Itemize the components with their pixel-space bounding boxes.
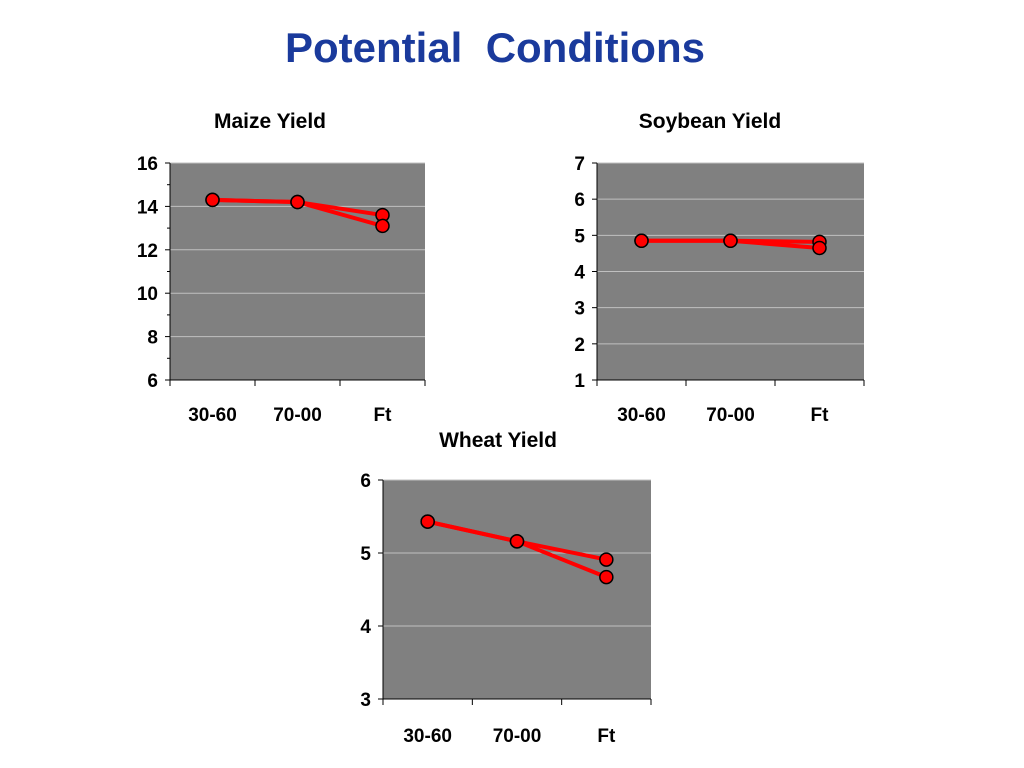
soybean-y-tick-label: 2	[574, 335, 585, 356]
wheat-series-1-point	[599, 552, 614, 567]
wheat-series-2-point	[509, 534, 525, 549]
soybean-category-label: Ft	[811, 405, 830, 426]
soybean-series-2-point	[723, 233, 738, 249]
maize-category-label: Ft	[374, 405, 393, 426]
soybean-chart: 1 2 3 4 5 6 7 30-60 70-00 Ft Soybean Yield	[574, 110, 865, 426]
soybean-y-tick-label: 4	[574, 263, 585, 284]
wheat-series-2-point	[420, 514, 435, 529]
wheat-plot-area	[383, 480, 651, 699]
wheat-series-2-point	[599, 569, 614, 585]
wheat-y-tick-label: 6	[360, 471, 371, 492]
soybean-y-tick-label: 3	[574, 299, 585, 320]
maize-y-tick-label: 8	[147, 328, 158, 349]
maize-series-2-point	[375, 218, 390, 234]
maize-y-tick-label: 12	[137, 241, 158, 262]
soybean-y-tick-label: 7	[574, 154, 585, 175]
maize-chart: 6 8 10 12 14 16 30-60 70-00 Ft Maize Yield	[137, 110, 426, 426]
slide-title: Potential Conditions	[285, 24, 705, 71]
soybean-y-tick-label: 5	[574, 226, 585, 247]
wheat-y-tick-label: 4	[360, 617, 371, 638]
soybean-title: Soybean Yield	[639, 110, 781, 133]
maize-y-tick-label: 14	[137, 197, 159, 218]
soybean-category-label: 70-00	[706, 405, 755, 426]
wheat-category-label: 70-00	[493, 726, 542, 747]
wheat-y-tick-label: 3	[360, 690, 371, 711]
maize-series-2-point	[290, 194, 305, 210]
maize-y-tick-label: 6	[147, 371, 158, 392]
soybean-category-label: 30-60	[617, 405, 666, 426]
maize-y-tick-label: 10	[137, 284, 158, 305]
maize-category-label: 70-00	[273, 405, 322, 426]
wheat-chart: 3 4 5 6 30-60 70-00 Ft Wheat Yield	[360, 429, 652, 747]
wheat-category-label: 30-60	[403, 726, 452, 747]
wheat-title: Wheat Yield	[439, 429, 557, 452]
maize-title: Maize Yield	[214, 110, 326, 133]
soybean-y-tick-label: 1	[574, 371, 585, 392]
soybean-series-2-point	[634, 233, 649, 249]
wheat-y-tick-label: 5	[360, 544, 371, 565]
wheat-category-label: Ft	[597, 726, 616, 747]
maize-series-2-point	[205, 192, 220, 208]
maize-y-tick-label: 16	[137, 154, 158, 175]
maize-category-label: 30-60	[188, 405, 237, 426]
soybean-series-2-point	[812, 240, 827, 256]
soybean-y-tick-label: 6	[574, 190, 585, 211]
